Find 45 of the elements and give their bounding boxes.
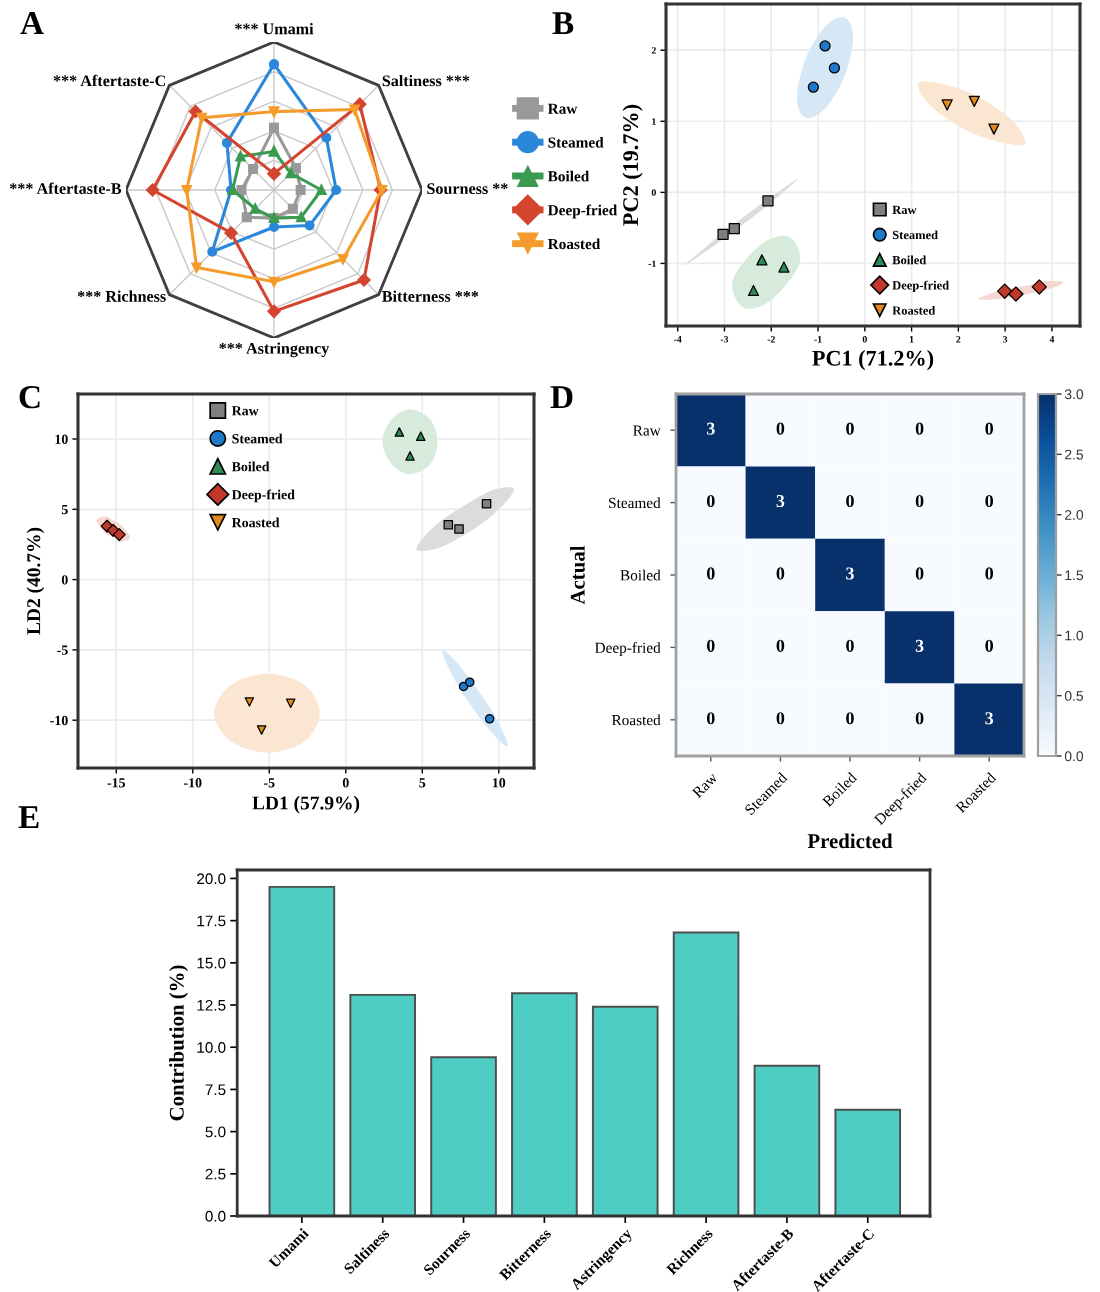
data-label: 0 [985,494,994,508]
y-axis-title: LD2 (40.7%) [26,527,45,635]
data-label: 3 [985,712,994,725]
data-label: 0 [846,494,854,508]
data-label: 0 [985,422,994,435]
data-label: 0 [915,712,924,725]
data-label: 0 [985,567,994,580]
data-label: 0 [776,639,785,652]
y-axis-title: Actual [570,545,585,605]
spoke-label: *** Aftertaste-B [9,182,122,195]
chart-title: C [19,385,40,409]
data-label: 0 [915,567,924,580]
y-axis-title: PC2 (19.7%) [622,104,643,226]
data-label: 0 [706,567,715,580]
y-axis-title: Contribution (%) [169,965,189,1121]
x-axis-title: LD1 (57.9%) [252,795,360,814]
data-label: 3 [846,567,854,580]
data-label: 3 [776,494,785,508]
chart-title: E [18,806,39,829]
data-label: 0 [846,422,854,435]
data-label: 0 [706,712,715,725]
spoke-label: Sourness ** [427,183,508,195]
spoke-label: *** Umami [235,22,314,35]
chart-title: A [20,12,44,35]
chart-title: B [552,12,574,35]
data-label: 0 [776,422,785,435]
x-axis-title: Predicted [807,833,893,849]
data-label: 0 [776,712,785,725]
data-label: 0 [706,639,715,652]
data-label: 0 [776,567,785,580]
spoke-label: Saltiness *** [382,74,470,87]
data-label: 0 [846,639,854,652]
spoke-label: *** Richness [77,290,166,302]
data-label: 3 [706,422,715,435]
data-label: 0 [915,422,924,435]
data-label: 0 [846,712,854,725]
x-axis-title: PC1 (71.2%) [812,350,934,371]
data-label: 0 [985,639,994,652]
spoke-label: *** Aftertaste-C [53,74,165,87]
data-label: 0 [706,494,715,508]
data-label: 3 [915,639,924,652]
spoke-label: *** Astringency [219,342,330,358]
chart-title: D [550,386,573,409]
spoke-label: Bitterness *** [382,290,479,302]
data-label: 0 [915,494,924,508]
